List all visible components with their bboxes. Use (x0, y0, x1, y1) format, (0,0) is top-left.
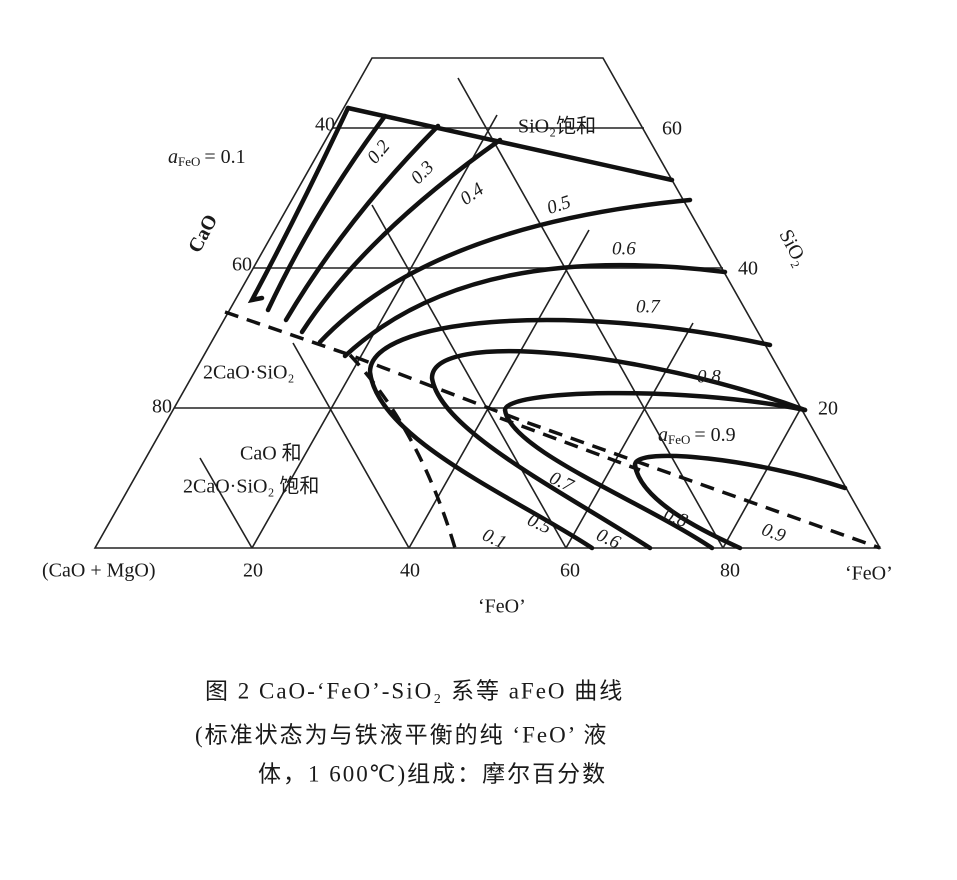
right-tick: 20 (818, 398, 838, 420)
bottom-axis-name: ‘FeO’ (478, 596, 526, 618)
region-label: SiO₂饱和 (518, 115, 596, 138)
curve-label: 0.7 (636, 296, 661, 317)
curve-label: 0.5 (524, 509, 554, 538)
bottom-tick: (CaO + MgO) (42, 560, 156, 582)
curve-label: 0.9 (759, 519, 789, 547)
right-tick: 60 (662, 118, 682, 140)
bottom-tick: 80 (720, 560, 740, 582)
caption: 图 2 CaO-‘FeO’-SiO₂ 系等 aFeO 曲线 (205, 678, 624, 703)
left-tick: 80 (152, 396, 172, 418)
grid (93, 57, 882, 549)
bottom-tick: 60 (560, 560, 580, 582)
left-axis-name: CaO (184, 211, 222, 257)
left-tick: 40 (315, 114, 335, 136)
right-tick: 40 (738, 258, 758, 280)
curve-label: 0.5 (544, 192, 573, 219)
curve-label: 0.3 (407, 157, 439, 189)
curve-label: 0.4 (456, 179, 488, 210)
bottom-tick: ‘FeO’ (845, 563, 893, 585)
caption: (标准状态为与铁液平衡的纯 ‘FeO’ 液 (195, 722, 608, 747)
bottom-tick: 40 (400, 560, 420, 582)
curve-label: 0.8 (697, 366, 721, 387)
region-label: 2CaO·SiO₂ 饱和 (183, 475, 319, 498)
bottom-tick: 20 (243, 560, 263, 582)
curves (224, 105, 881, 551)
region-label: CaO 和 (240, 442, 302, 465)
left-tick: 60 (232, 254, 252, 276)
region-label: 2CaO·SiO₂ (203, 362, 294, 384)
right-axis-name: SiO₂ (774, 226, 811, 270)
curve-label: 0.1 (479, 524, 509, 553)
caption: 体，1 600℃)组成：摩尔百分数 (258, 761, 607, 786)
activity-label: aFeO = 0.1 (168, 146, 246, 169)
activity-label: aFeO = 0.9 (658, 424, 736, 447)
curve-label: 0.6 (612, 238, 636, 259)
